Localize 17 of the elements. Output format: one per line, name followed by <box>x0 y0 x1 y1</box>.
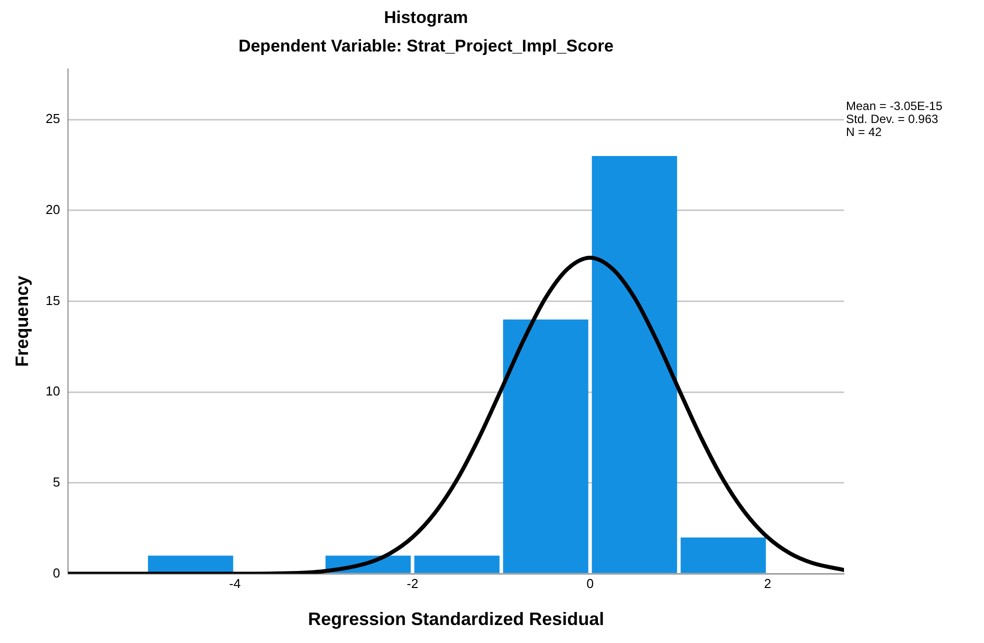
text: N = 42 <box>846 125 883 139</box>
chart-title: Histogram <box>384 8 468 27</box>
x-tick-label: -4 <box>229 576 241 592</box>
text: Mean = -3.05E-15 <box>846 99 942 113</box>
y-tick-label: 5 <box>52 474 60 490</box>
text: Std. Dev. = 0.963 <box>846 112 940 126</box>
y-tick-label: 20 <box>46 202 60 218</box>
y-axis-title: Frequency <box>12 276 32 367</box>
x-tick-label: 0 <box>586 576 594 592</box>
x-tick-label: -2 <box>406 576 418 592</box>
x-tick-label: 2 <box>764 576 772 592</box>
y-tick-label: 10 <box>46 384 60 399</box>
x-axis-title: Regression Standardized Residual <box>308 609 604 630</box>
y-tick-label: 15 <box>46 292 60 308</box>
y-tick-label: 0 <box>52 565 60 580</box>
y-tick-label: 25 <box>46 111 60 126</box>
chart-subtitle: Dependent Variable: Strat_Project_Impl_Score <box>238 36 614 56</box>
